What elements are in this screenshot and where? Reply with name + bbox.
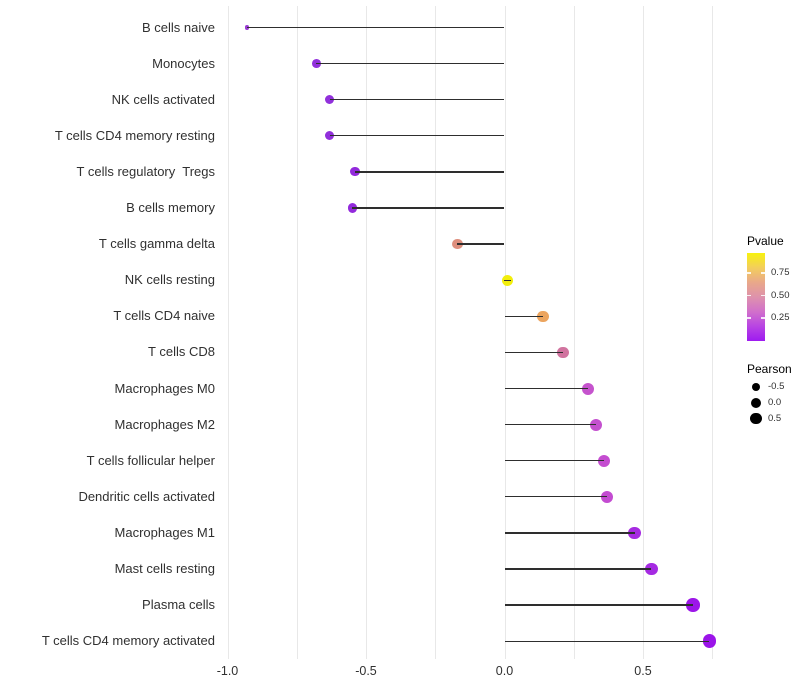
pvalue-colorbar-tick-label: 0.75: [771, 266, 790, 278]
lollipop-stem: [504, 496, 607, 498]
lollipop-stem: [246, 26, 505, 29]
x-gridline: [573, 6, 575, 659]
lollipop-point: [581, 382, 594, 395]
y-axis-label: Macrophages M0: [114, 380, 215, 396]
lollipop-stem: [329, 99, 505, 101]
lollipop-stem: [504, 387, 588, 390]
lollipop-stem: [504, 423, 596, 426]
legend-pearson-title: Pearson: [747, 362, 792, 376]
lollipop-stem: [504, 640, 710, 642]
y-axis-label: Macrophages M2: [114, 416, 215, 432]
pearson-legend-dot: [751, 398, 761, 408]
x-gridline: [643, 6, 644, 659]
pvalue-colorbar-tickmark: [761, 317, 765, 319]
lollipop-stem: [504, 568, 652, 570]
x-axis-tick-label: -0.5: [355, 664, 377, 678]
x-gridline: [504, 6, 506, 659]
lollipop-point: [589, 418, 602, 431]
x-gridline: [712, 6, 714, 659]
y-axis-label: NK cells activated: [111, 91, 215, 107]
lollipop-stem: [329, 135, 505, 137]
x-gridline: [435, 6, 437, 659]
y-axis-label: T cells follicular helper: [86, 452, 215, 468]
y-axis-label: Dendritic cells activated: [78, 488, 215, 504]
lollipop-stem: [354, 171, 505, 173]
lollipop-stem: [504, 532, 635, 534]
y-axis-label: T cells gamma delta: [98, 236, 215, 252]
y-axis-label: T cells CD4 memory resting: [54, 127, 215, 143]
lollipop-stem: [504, 460, 605, 462]
y-axis-label: NK cells resting: [124, 272, 215, 288]
y-axis-label: T cells regulatory Tregs: [76, 163, 215, 179]
lollipop-stem: [316, 62, 505, 65]
lollipop-point: [537, 310, 550, 323]
y-axis-label: Plasma cells: [142, 597, 215, 613]
legend-pvalue-title: Pvalue: [747, 234, 784, 248]
lollipop-point: [702, 634, 717, 648]
pvalue-colorbar-tickmark: [747, 272, 751, 274]
pvalue-colorbar-tick-label: 0.50: [771, 289, 790, 301]
pearson-legend-label: -0.5: [768, 381, 785, 392]
pearson-legend-dot: [751, 382, 761, 392]
lollipop-point: [644, 562, 658, 576]
y-axis-label: B cells naive: [142, 19, 215, 35]
pearson-legend-dot: [750, 412, 762, 425]
pvalue-colorbar: [747, 253, 765, 341]
x-axis-tick-label: -1.0: [216, 664, 239, 678]
y-axis-label: B cells memory: [126, 200, 215, 215]
y-axis-label: T cells CD4 naive: [113, 308, 215, 324]
x-gridline: [366, 6, 367, 659]
pearson-legend-label: 0.5: [768, 412, 782, 424]
y-axis-label: Monocytes: [152, 55, 215, 71]
pvalue-colorbar-tickmark: [747, 294, 751, 297]
lollipop-stem: [457, 243, 505, 245]
y-axis-label: Mast cells resting: [114, 561, 215, 576]
x-gridline: [227, 6, 229, 659]
pvalue-colorbar-tick-label: 0.25: [771, 312, 790, 324]
pvalue-colorbar-tickmark: [761, 272, 765, 274]
pvalue-colorbar-tickmark: [761, 294, 765, 297]
x-axis-tick-label: 0.5: [634, 664, 652, 678]
x-gridline: [296, 6, 298, 659]
lollipop-stem: [352, 207, 505, 209]
y-axis-label: T cells CD4 memory activated: [41, 633, 215, 649]
y-axis-label: T cells CD8: [148, 344, 215, 360]
pvalue-colorbar-tickmark: [747, 317, 751, 319]
lollipop-stem: [503, 279, 511, 281]
y-axis-label: Macrophages M1: [114, 524, 215, 540]
lollipop-point: [556, 346, 569, 359]
x-axis-tick-label: 0.0: [495, 664, 514, 678]
lollipop-stem: [504, 351, 563, 354]
pearson-legend-label: 0.0: [768, 397, 782, 408]
lollipop-point: [452, 238, 463, 250]
lollipop-stem: [504, 315, 544, 317]
lollipop-stem: [504, 604, 693, 606]
